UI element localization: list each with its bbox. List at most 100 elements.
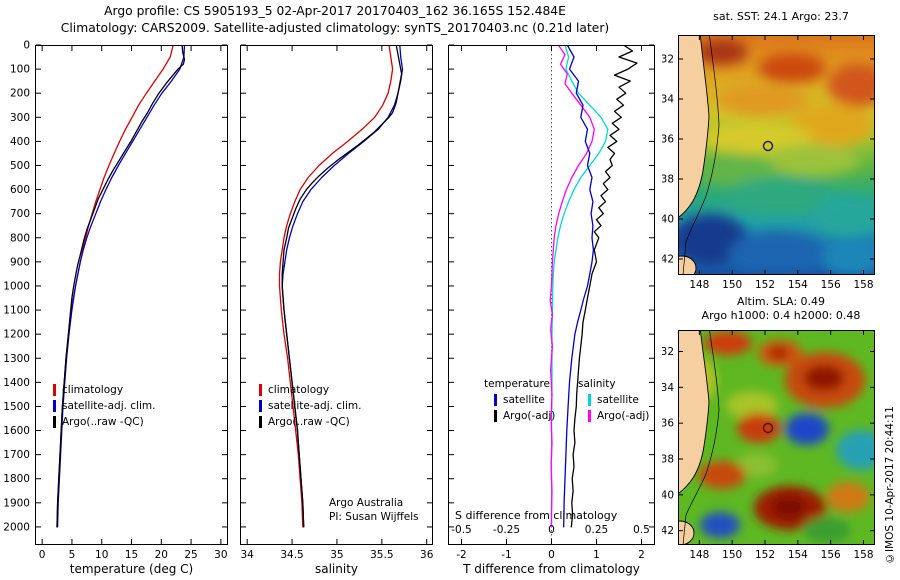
svg-text:1: 1 (593, 549, 600, 561)
legend-group-title-text: salinity (578, 378, 616, 390)
legend-label: satellite-adj. clim. (268, 400, 362, 412)
argo-location-marker (762, 140, 774, 152)
svg-text:20: 20 (155, 549, 168, 561)
svg-text:-34: -34 (662, 382, 674, 394)
svg-text:154: 154 (788, 279, 808, 291)
svg-text:35: 35 (330, 549, 343, 561)
svg-text:5: 5 (69, 549, 76, 561)
svg-text:1400: 1400 (3, 377, 30, 389)
legend-item: Argo(-adj) (578, 408, 649, 424)
svg-text:154: 154 (788, 549, 808, 561)
svg-text:150: 150 (722, 549, 742, 561)
svg-text:2000: 2000 (3, 521, 30, 533)
legend-label: Argo(-adj) (503, 410, 556, 422)
credit-pi: PI: Susan Wijffels (329, 511, 419, 523)
credit: Argo Australia PI: Susan Wijffels (329, 496, 419, 524)
svg-text:1000: 1000 (3, 280, 30, 292)
legend-label: satellite (503, 394, 545, 406)
legend-item: Argo(-adj) (484, 408, 555, 424)
legend-item: satellite-adj. clim. (53, 398, 155, 414)
svg-text:1300: 1300 (3, 353, 30, 365)
sla-map-subtitle: Argo h1000: 0.4 h2000: 0.48 (701, 309, 861, 322)
svg-text:-0.5: -0.5 (451, 524, 472, 536)
sla-map-axes: 148 150 152 154 156 158 -32 -34 -36 -38 -40 -42 (662, 330, 875, 561)
sst-anomaly-blobs (678, 39, 875, 275)
climatology-swatch (53, 384, 56, 396)
legend-label: Argo(-adj) (597, 410, 650, 422)
sst-map-title: sat. SST: 24.1 Argo: 23.7 (713, 10, 849, 23)
temperature-profile-panel: 0 5 10 15 20 25 300100200300400500600700800900… (3, 40, 228, 576)
svg-text:0: 0 (39, 549, 46, 561)
svg-text:-1: -1 (501, 549, 511, 561)
sal-argo-adj-swatch (588, 410, 591, 422)
legend-label: satellite (597, 394, 639, 406)
figure-subtitle: Climatology: CARS2009. Satellite-adjuste… (60, 21, 610, 35)
svg-text:900: 900 (10, 256, 30, 268)
svg-text:152: 152 (755, 279, 775, 291)
temp-satellite-swatch (494, 394, 497, 406)
legend-item: climatology (53, 382, 155, 398)
legend-label: climatology (62, 384, 124, 396)
svg-text:S difference from climatology: S difference from climatology (455, 509, 618, 522)
legend-item: Argo(..raw -QC) (53, 414, 155, 430)
svg-text:800: 800 (10, 232, 30, 244)
svg-text:150: 150 (722, 279, 742, 291)
svg-text:34.5: 34.5 (280, 549, 303, 561)
svg-text:1800: 1800 (3, 473, 30, 485)
satellite-adj-swatch (259, 400, 262, 412)
legend-item: Argo(..raw -QC) (259, 414, 361, 430)
temp-argo-adj-swatch (494, 410, 497, 422)
shelf-contour (682, 330, 720, 545)
svg-text:15: 15 (125, 549, 138, 561)
argo-raw-swatch (53, 416, 56, 428)
legend-item: climatology (259, 382, 361, 398)
svg-text:400: 400 (10, 136, 30, 148)
sst-map-axes: 148 150 152 154 156 158 -32 -34 -36 -38 -40 -42 (662, 35, 875, 291)
svg-text:34: 34 (240, 549, 254, 561)
sla-eddy-blobs (688, 331, 875, 543)
svg-text:-34: -34 (662, 94, 674, 106)
profile-plots-canvas: 0 5 10 15 20 25 300100200300400500600700800900… (3, 40, 655, 576)
legend-label: Argo(..raw -QC) (62, 416, 144, 428)
temperature-panel-legend: climatology satellite-adj. clim. Argo(..… (53, 382, 155, 430)
svg-text:-36: -36 (662, 134, 674, 146)
svg-text:36: 36 (420, 549, 434, 561)
legend-item: satellite (484, 392, 555, 408)
argo-raw-swatch (259, 416, 262, 428)
svg-text:100: 100 (10, 64, 30, 76)
legend-item: satellite (578, 392, 649, 408)
legend-label: satellite-adj. clim. (62, 400, 156, 412)
svg-text:0.25: 0.25 (585, 524, 608, 536)
sla-map: 148 150 152 154 156 158 -32 -34 -36 -38 -40 -42 (662, 330, 875, 561)
copyright-text: ©IMOS 10-Apr-2017 20:44:11 (884, 406, 896, 564)
svg-text:0: 0 (23, 40, 30, 52)
svg-text:0: 0 (548, 524, 555, 536)
svg-text:-40: -40 (662, 214, 674, 226)
satellite-adj-swatch (53, 400, 56, 412)
land-australia (678, 330, 710, 495)
figure-title: Argo profile: CS 5905193_5 02-Apr-2017 2… (104, 4, 566, 18)
legend-item: satellite-adj. clim. (259, 398, 361, 414)
sst-map-art (678, 35, 875, 275)
sla-map-title: Altim. SLA: 0.49 (736, 295, 826, 308)
land-australia (678, 35, 710, 219)
svg-text:152: 152 (755, 549, 775, 561)
salinity-profile-panel: 34 34.5 35 35.5 36 salinity (240, 44, 434, 576)
svg-text:600: 600 (10, 184, 30, 196)
svg-text:700: 700 (10, 208, 30, 220)
svg-text:10: 10 (95, 549, 108, 561)
svg-text:-36: -36 (662, 418, 674, 430)
svg-text:salinity: salinity (315, 562, 358, 576)
shelf-contour (682, 35, 720, 275)
svg-text:35.5: 35.5 (370, 549, 393, 561)
svg-text:1900: 1900 (3, 497, 30, 509)
sla-map-art (678, 330, 875, 545)
svg-text:300: 300 (10, 112, 30, 124)
svg-text:25: 25 (184, 549, 197, 561)
land-tasmania (678, 520, 695, 545)
svg-text:-2: -2 (456, 549, 466, 561)
svg-text:temperature (deg C): temperature (deg C) (70, 562, 193, 576)
difference-panel: -2 -1 0 1 2T difference from climatology S di… (448, 44, 655, 576)
svg-text:1500: 1500 (3, 401, 30, 413)
credit-org: Argo Australia (329, 497, 404, 509)
